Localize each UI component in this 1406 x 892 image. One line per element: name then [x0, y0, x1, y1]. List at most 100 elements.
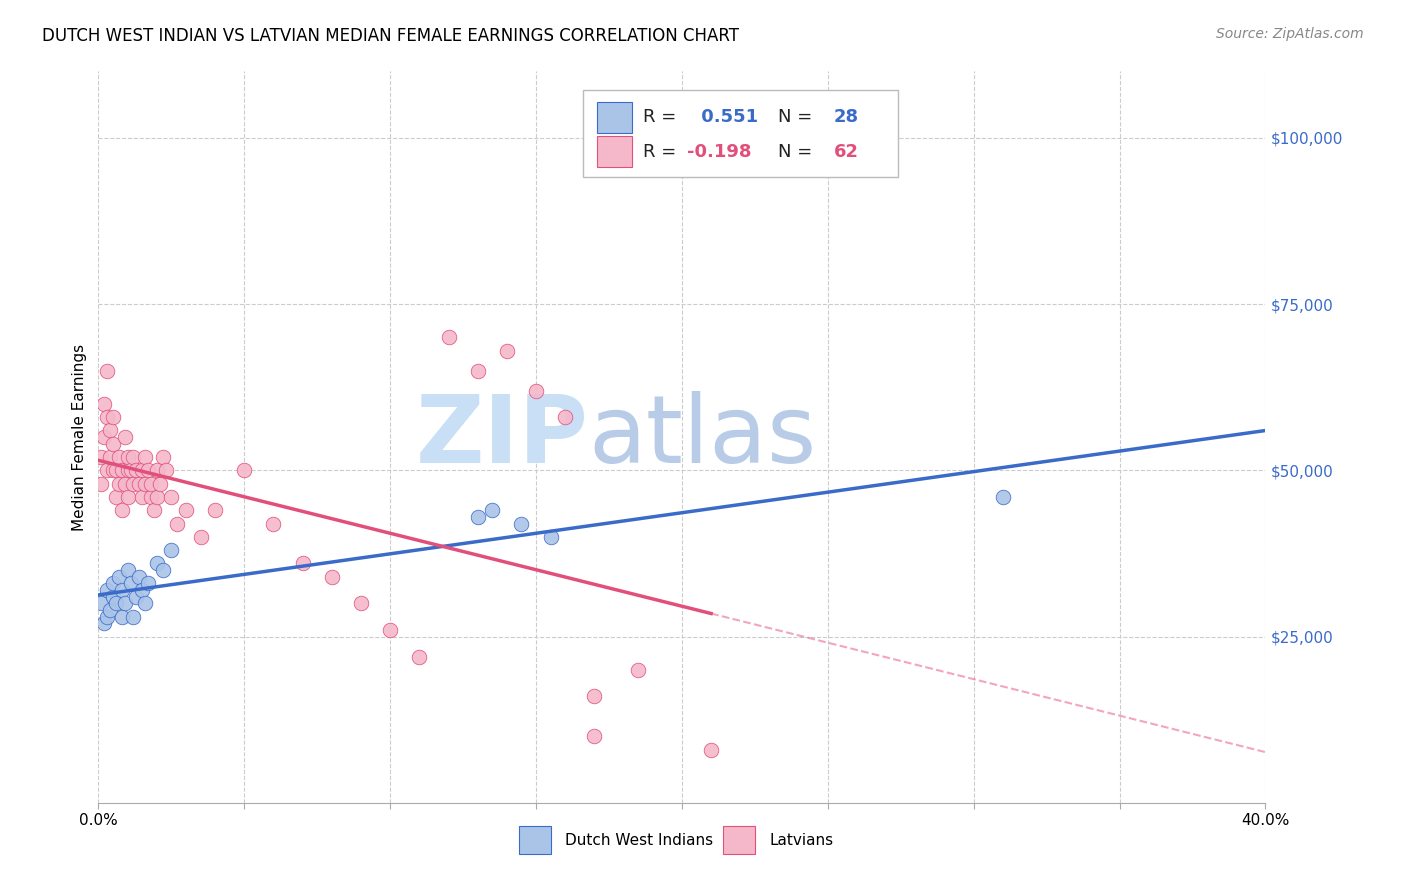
Point [122, 450, 145, 464]
Point [93, 616, 115, 631]
Text: Latvians: Latvians [769, 832, 834, 847]
Point [155, 463, 177, 477]
Point [321, 570, 343, 584]
Point [122, 476, 145, 491]
Point [510, 516, 533, 531]
Point [131, 463, 153, 477]
Point [117, 563, 139, 577]
Point [117, 450, 139, 464]
Point [174, 503, 197, 517]
Point [166, 516, 188, 531]
Point [111, 503, 134, 517]
Point [90, 450, 112, 464]
Point [131, 490, 153, 504]
Point [122, 609, 145, 624]
Point [627, 663, 650, 677]
Point [101, 590, 124, 604]
Point [104, 490, 127, 504]
Point [991, 490, 1014, 504]
Point [128, 570, 150, 584]
Point [108, 476, 131, 491]
Bar [582, 90, 898, 178]
Text: R =: R = [644, 109, 682, 127]
Point [108, 570, 131, 584]
Point [467, 509, 489, 524]
Point [160, 543, 183, 558]
Point [146, 463, 169, 477]
Text: Dutch West Indians: Dutch West Indians [565, 832, 713, 847]
Text: ZIP: ZIP [416, 391, 589, 483]
Text: 0.551: 0.551 [695, 109, 758, 127]
Point [152, 563, 174, 577]
Text: 28: 28 [834, 109, 859, 127]
Point [408, 649, 430, 664]
Point [98, 450, 121, 464]
Point [90, 476, 112, 491]
Point [262, 516, 284, 531]
Point [700, 742, 723, 756]
Point [190, 530, 212, 544]
Point [104, 463, 127, 477]
Text: R =: R = [644, 143, 682, 161]
Point [93, 397, 115, 411]
Point [111, 582, 134, 597]
Point [134, 476, 156, 491]
Point [98, 424, 121, 438]
Text: -0.198: -0.198 [686, 143, 751, 161]
Point [96, 609, 118, 624]
Point [104, 596, 127, 610]
Point [111, 609, 134, 624]
Point [149, 476, 172, 491]
Point [108, 450, 131, 464]
Text: DUTCH WEST INDIAN VS LATVIAN MEDIAN FEMALE EARNINGS CORRELATION CHART: DUTCH WEST INDIAN VS LATVIAN MEDIAN FEMA… [42, 27, 740, 45]
Point [120, 463, 142, 477]
Point [114, 430, 136, 444]
Text: atlas: atlas [589, 391, 817, 483]
Point [114, 596, 136, 610]
Point [101, 436, 124, 450]
Bar [596, 136, 631, 167]
Point [125, 463, 148, 477]
Point [90, 596, 112, 610]
Point [98, 603, 121, 617]
Point [481, 503, 503, 517]
Point [101, 410, 124, 425]
Point [583, 729, 606, 743]
Point [160, 490, 183, 504]
Point [350, 596, 373, 610]
Bar [723, 826, 755, 854]
Point [93, 430, 115, 444]
Point [142, 503, 165, 517]
Point [96, 582, 118, 597]
Point [152, 450, 174, 464]
Point [291, 557, 314, 571]
Point [139, 476, 162, 491]
Point [524, 384, 547, 398]
Point [554, 410, 576, 425]
Point [437, 330, 460, 344]
Point [120, 576, 142, 591]
Text: Source: ZipAtlas.com: Source: ZipAtlas.com [1216, 27, 1364, 41]
Point [136, 576, 159, 591]
Point [496, 343, 519, 358]
Point [136, 463, 159, 477]
Point [96, 463, 118, 477]
Point [96, 363, 118, 377]
Point [101, 576, 124, 591]
Bar [596, 102, 631, 133]
Text: 62: 62 [834, 143, 859, 161]
Point [111, 463, 134, 477]
Text: N =: N = [778, 109, 818, 127]
Point [380, 623, 402, 637]
Point [233, 463, 256, 477]
Point [128, 476, 150, 491]
Point [134, 596, 156, 610]
Point [540, 530, 562, 544]
Point [146, 557, 169, 571]
Point [583, 690, 606, 704]
Point [96, 410, 118, 425]
Point [101, 463, 124, 477]
Text: N =: N = [778, 143, 818, 161]
Point [125, 590, 148, 604]
Point [134, 450, 156, 464]
